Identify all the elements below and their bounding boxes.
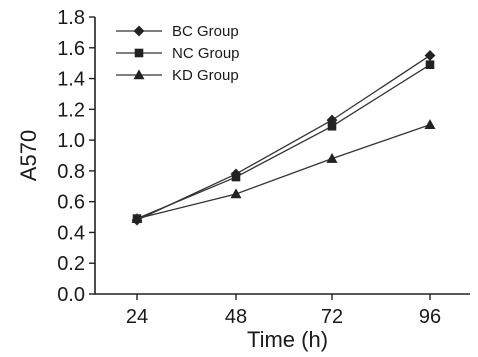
y-tick-label: 1.6 (57, 38, 85, 60)
y-tick-label: 0.6 (57, 192, 85, 214)
y-tick-label: 0.2 (57, 253, 85, 275)
series-line (136, 124, 431, 220)
data-point (131, 212, 143, 223)
series-line (136, 54, 431, 221)
y-tick-label: 0.8 (57, 161, 85, 183)
legend-item: BC Group (116, 23, 239, 40)
axis-lines (94, 17, 470, 295)
data-point (424, 50, 436, 61)
legend-marker (134, 48, 144, 58)
x-tick-label: 96 (419, 306, 441, 328)
legend-label: KD Group (172, 67, 239, 84)
series-kd-group (131, 119, 436, 223)
x-axis: 24 48 72 96 (126, 294, 441, 328)
y-axis: 0.0 0.2 0.4 0.6 0.8 1.0 1.2 1.4 1.6 1.8 (57, 7, 470, 306)
data-point (230, 188, 242, 199)
x-tick-label: 72 (321, 306, 343, 328)
series-layer (131, 50, 436, 226)
y-tick-label: 0.0 (57, 284, 85, 306)
legend-item: KD Group (116, 67, 239, 84)
legend-label: NC Group (172, 45, 240, 62)
y-axis-title: A570 (16, 130, 41, 181)
y-tick-label: 1.2 (57, 99, 85, 121)
x-tick-label: 48 (225, 306, 247, 328)
x-tick-label: 24 (126, 306, 148, 328)
y-tick-label: 1.4 (57, 69, 85, 91)
legend: BC Group NC Group KD Group (116, 23, 240, 84)
x-axis-title: Time (h) (247, 327, 328, 352)
y-tick-label: 0.4 (57, 222, 85, 244)
series-line (136, 64, 431, 220)
legend-label: BC Group (172, 23, 239, 40)
legend-marker (133, 25, 145, 37)
data-point (327, 121, 337, 131)
y-tick-label: 1.0 (57, 130, 85, 152)
data-point (424, 119, 436, 130)
data-point (326, 152, 338, 163)
legend-item: NC Group (116, 45, 240, 62)
series-nc-group (132, 60, 435, 223)
data-point (231, 172, 241, 182)
data-point (425, 60, 435, 70)
y-tick-label: 1.8 (57, 7, 85, 29)
legend-marker (133, 69, 145, 80)
